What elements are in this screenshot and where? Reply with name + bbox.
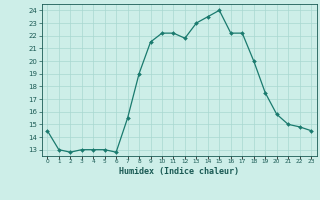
X-axis label: Humidex (Indice chaleur): Humidex (Indice chaleur): [119, 167, 239, 176]
